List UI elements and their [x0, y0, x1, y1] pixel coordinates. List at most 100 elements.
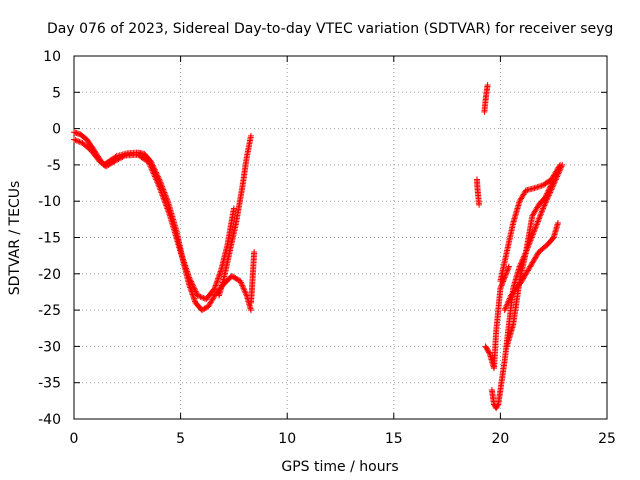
y-tick-label: -40	[38, 412, 61, 428]
data-point	[554, 219, 561, 226]
data-point	[119, 153, 126, 160]
series-sat-d	[247, 249, 258, 306]
data-point	[537, 212, 544, 219]
data-point	[110, 158, 117, 165]
data-point	[116, 155, 123, 162]
data-point	[150, 170, 157, 177]
data-point	[159, 192, 166, 199]
data-point	[182, 263, 189, 270]
data-marks	[71, 82, 566, 412]
data-point	[486, 349, 493, 356]
data-point	[154, 179, 161, 186]
data-point	[532, 224, 539, 231]
data-point	[476, 201, 483, 208]
data-point	[192, 286, 199, 293]
data-point	[533, 221, 540, 228]
data-point	[506, 295, 513, 302]
data-point	[184, 268, 191, 275]
data-point	[153, 176, 160, 183]
data-point	[532, 225, 539, 232]
data-point	[190, 282, 197, 289]
series-sat-f	[481, 82, 491, 115]
data-point	[72, 137, 79, 144]
chart-title: Day 076 of 2023, Sidereal Day-to-day VTE…	[47, 21, 613, 37]
data-point	[185, 271, 192, 278]
data-point	[210, 286, 217, 293]
data-point	[538, 209, 545, 216]
data-point	[164, 206, 171, 213]
x-tick-label: 25	[598, 431, 616, 447]
data-point	[165, 208, 172, 215]
data-point	[539, 206, 546, 213]
data-point	[529, 231, 536, 238]
data-point	[505, 263, 512, 270]
y-tick-label: -5	[47, 158, 61, 174]
data-point	[535, 217, 542, 224]
data-point	[237, 279, 244, 286]
data-point	[177, 249, 184, 256]
series-sat-c	[215, 132, 254, 299]
data-point	[145, 158, 152, 165]
data-point	[494, 402, 501, 409]
data-point	[536, 214, 543, 221]
data-point	[534, 219, 541, 226]
x-axis-label: GPS time / hours	[281, 459, 398, 475]
data-point	[544, 188, 551, 195]
data-point	[157, 186, 164, 193]
y-tick-label: -20	[38, 267, 61, 283]
data-point	[162, 201, 169, 208]
data-point	[190, 284, 197, 291]
data-point	[76, 138, 83, 145]
series-sat-j	[503, 176, 557, 350]
data-point	[241, 286, 248, 293]
data-point	[165, 209, 172, 216]
data-point	[545, 187, 552, 194]
data-point	[550, 177, 557, 184]
data-point	[155, 180, 162, 187]
data-point	[180, 257, 187, 264]
data-point	[166, 211, 173, 218]
data-point	[546, 186, 553, 193]
data-point	[156, 183, 163, 190]
data-point	[557, 161, 564, 168]
data-point	[540, 205, 547, 212]
data-point	[118, 154, 125, 161]
y-axis: 10 5 0 -5 -10 -15 -20 -25 -30 -35 -40	[38, 49, 607, 428]
data-point	[151, 172, 158, 179]
data-point	[530, 230, 537, 237]
data-point	[537, 211, 544, 218]
x-tick-label: 10	[278, 431, 296, 447]
data-point	[548, 182, 555, 189]
data-point	[504, 299, 511, 306]
data-point	[198, 307, 205, 314]
y-tick-label: -30	[38, 339, 61, 355]
data-point	[151, 173, 158, 180]
data-point	[201, 305, 208, 312]
data-point	[188, 278, 195, 285]
data-point	[546, 184, 553, 191]
data-point	[242, 289, 249, 296]
data-point	[534, 218, 541, 225]
data-point	[148, 166, 155, 173]
data-point	[194, 292, 201, 299]
data-point	[149, 167, 156, 174]
y-tick-label: 5	[52, 85, 61, 101]
data-point	[178, 252, 185, 259]
data-point	[544, 190, 551, 197]
data-point	[155, 182, 162, 189]
data-point	[542, 193, 549, 200]
y-tick-label: 0	[52, 122, 61, 138]
data-point	[198, 294, 205, 301]
data-point	[150, 169, 157, 176]
data-point	[241, 288, 248, 295]
data-point	[179, 253, 186, 260]
data-point	[529, 233, 536, 240]
data-point	[200, 306, 207, 313]
data-point	[238, 280, 245, 287]
y-tick-label: -15	[38, 231, 61, 247]
data-point	[502, 305, 509, 312]
data-point	[498, 282, 505, 289]
data-point	[183, 265, 190, 272]
data-point	[530, 228, 537, 235]
data-point	[541, 202, 548, 209]
